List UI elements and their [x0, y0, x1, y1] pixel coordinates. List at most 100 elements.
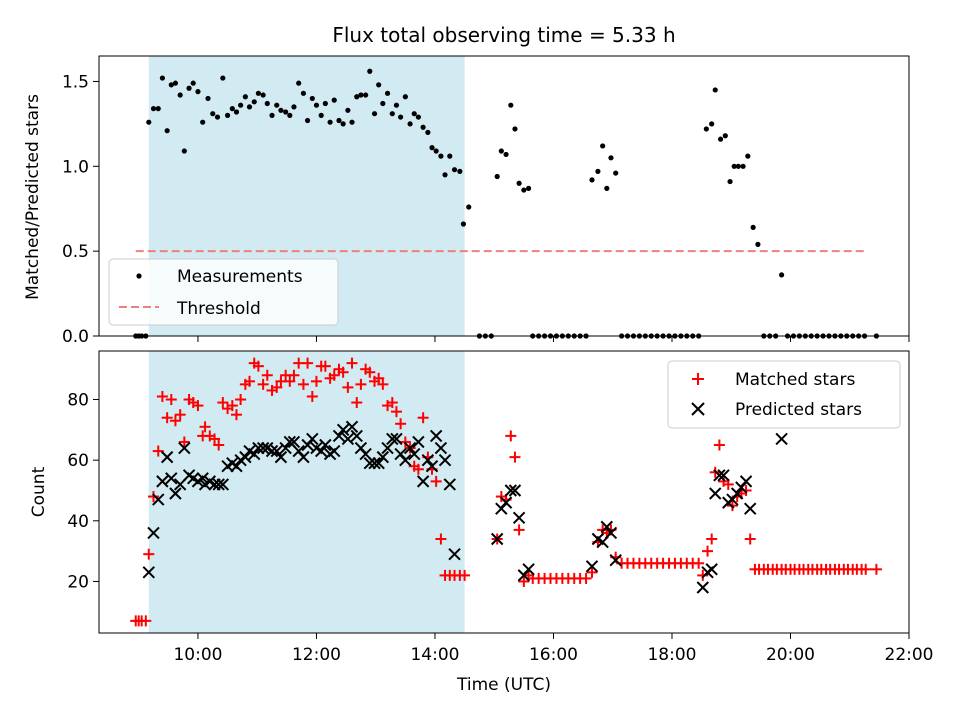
matched-star-point — [364, 366, 376, 378]
measurement-point — [251, 99, 257, 105]
predicted-star-point — [696, 581, 710, 594]
bottom-xtick-label-1: 12:00 — [292, 645, 341, 665]
measurement-point — [214, 114, 221, 120]
predicted-star-point — [265, 444, 279, 458]
predicted-star-point — [314, 444, 328, 458]
predicted-star-point — [345, 420, 359, 434]
matched-star-point — [252, 360, 264, 372]
predicted-star-point — [386, 432, 399, 446]
measurement-point — [512, 126, 518, 132]
matched-star-point — [740, 484, 752, 496]
measurement-point — [727, 178, 733, 185]
measurement-point — [731, 163, 737, 169]
predicted-star-point — [490, 532, 504, 546]
matched-star-point — [271, 381, 283, 393]
x-axis-label: Time (UTC) — [456, 675, 551, 695]
matched-star-point — [328, 369, 340, 381]
measurement-point — [283, 109, 289, 115]
measurement-point — [300, 90, 307, 96]
measurement-point — [384, 90, 391, 96]
predicted-star-point — [363, 456, 376, 470]
measurement-point — [331, 97, 337, 103]
predicted-star-point — [421, 453, 435, 467]
measurement-point — [420, 124, 426, 130]
measurement-point — [600, 143, 606, 149]
measurement-point — [190, 80, 196, 86]
measurement-point — [200, 119, 206, 125]
measurement-point — [433, 148, 439, 154]
measurement-point — [717, 136, 724, 142]
predicted-star-point — [775, 432, 788, 446]
bottom-x-axis: 10:00 12:00 14:00 16:00 18:00 20:00 22:00 — [173, 633, 934, 665]
matched-star-point — [143, 548, 155, 560]
predicted-star-point — [739, 475, 753, 488]
top-ytick-label-1: 0.5 — [62, 242, 89, 262]
matched-star-point — [412, 463, 424, 475]
measurement-point — [327, 119, 333, 125]
predicted-stars-series — [142, 420, 788, 594]
measurement-point — [525, 185, 532, 191]
predicted-star-point — [147, 526, 160, 540]
measurement-point — [363, 92, 369, 98]
measurement-point — [233, 109, 240, 115]
predicted-star-point — [499, 496, 513, 509]
predicted-star-point — [287, 435, 301, 449]
predicted-star-point — [448, 547, 461, 561]
predicted-star-point — [416, 475, 430, 488]
matched-star-point — [178, 436, 190, 448]
matched-star-point — [230, 409, 242, 421]
bottom-xtick-label-0: 10:00 — [173, 645, 222, 665]
bottom-plot-frame — [98, 350, 910, 634]
predicted-star-point — [443, 478, 456, 491]
measurement-point — [336, 117, 342, 124]
matched-star-point — [217, 397, 229, 409]
measurement-point — [159, 75, 166, 81]
matched-star-point — [373, 372, 385, 384]
predicted-star-point — [336, 423, 350, 437]
matched-star-point — [244, 375, 256, 387]
measurement-point — [466, 204, 472, 210]
matched-star-point — [860, 563, 872, 575]
top-panel: 0.0 0.5 1.0 1.5 Matched/Predicted stars Mea… — [23, 55, 910, 347]
measurement-point — [735, 163, 741, 169]
top-ytick-label-0: 0.0 — [62, 327, 89, 347]
predicted-star-point — [142, 566, 155, 579]
predicted-star-point — [216, 478, 230, 491]
measurement-point — [516, 180, 522, 186]
measurement-point — [451, 167, 458, 173]
measurement-point — [457, 168, 463, 174]
matched-star-point — [342, 381, 354, 393]
measurement-point — [398, 114, 404, 120]
measurement-point — [181, 148, 187, 154]
matched-star-point — [152, 445, 164, 457]
matched-star-point — [744, 533, 756, 545]
measurement-point — [745, 153, 751, 159]
predicted-star-point — [390, 432, 403, 446]
chart-title: Flux total observing time = 5.33 h — [332, 23, 675, 47]
bottom-shaded-interval — [148, 351, 465, 633]
measurement-point — [296, 80, 302, 86]
measurement-point — [146, 119, 152, 125]
predicted-star-point — [165, 472, 178, 485]
legend-predicted-marker — [691, 402, 705, 416]
measurement-point — [755, 241, 761, 247]
predicted-star-point — [350, 429, 363, 443]
bottom-ytick-label-0: 20 — [67, 572, 89, 592]
measurement-point — [595, 168, 601, 174]
top-y-axis-label: Matched/Predicted stars — [23, 94, 43, 300]
measurement-point — [274, 102, 280, 108]
legend-measurements-label: Measurements — [177, 267, 303, 287]
measurement-point — [168, 82, 174, 88]
measurement-point — [205, 95, 211, 102]
predicted-star-point — [306, 432, 319, 446]
bottom-xtick-label-6: 22:00 — [885, 645, 934, 665]
matched-star-point — [870, 563, 882, 575]
top-legend: Measurements Threshold — [108, 258, 339, 326]
measurement-point — [425, 129, 431, 135]
predicted-star-point — [585, 560, 599, 573]
measurement-point — [740, 163, 746, 169]
predicted-star-point — [372, 456, 385, 470]
predicted-star-point — [508, 484, 522, 497]
bottom-xtick-label-4: 18:00 — [647, 645, 696, 665]
measurement-point — [367, 68, 373, 74]
